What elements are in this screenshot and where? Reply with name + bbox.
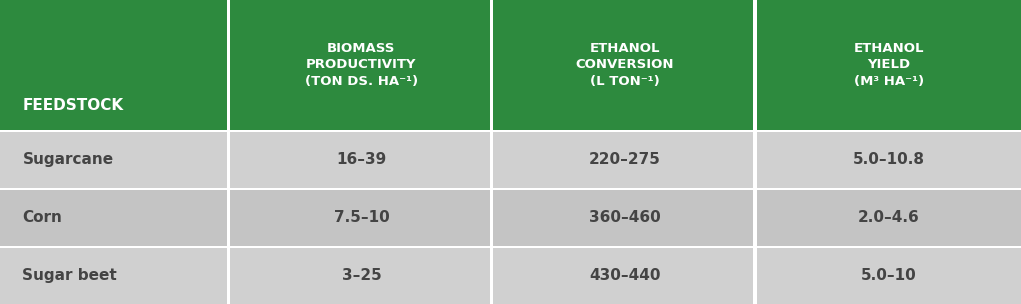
Bar [227,190,230,246]
Text: 220–275: 220–275 [589,153,661,168]
Bar [753,190,757,246]
Bar [0,246,1021,248]
Text: Corn: Corn [22,210,62,226]
Bar [493,190,757,246]
Text: 5.0–10.8: 5.0–10.8 [853,153,925,168]
Bar [0,190,230,246]
Bar [753,132,757,188]
Text: ETHANOL
YIELD
(M³ HA⁻¹): ETHANOL YIELD (M³ HA⁻¹) [854,42,924,88]
Text: 360–460: 360–460 [589,210,661,226]
Bar [493,248,757,304]
Text: 3–25: 3–25 [342,268,381,284]
Bar [757,190,1021,246]
Bar [0,188,1021,190]
Bar [227,132,230,188]
Bar [753,0,757,304]
Text: 16–39: 16–39 [336,153,387,168]
Bar [757,248,1021,304]
Bar [230,248,493,304]
Bar [490,190,493,246]
Bar [0,248,230,304]
Text: FEEDSTOCK: FEEDSTOCK [22,98,124,113]
Bar [757,132,1021,188]
Bar [490,0,493,304]
Bar [753,248,757,304]
Bar [0,132,230,188]
Bar [230,190,493,246]
Bar [230,132,493,188]
Text: 7.5–10: 7.5–10 [334,210,389,226]
Text: ETHANOL
CONVERSION
(L TON⁻¹): ETHANOL CONVERSION (L TON⁻¹) [576,42,674,88]
Text: Sugarcane: Sugarcane [22,153,113,168]
Bar [490,248,493,304]
Bar [493,0,757,130]
Bar [230,0,493,130]
Bar [490,132,493,188]
Bar [757,0,1021,130]
Text: 5.0–10: 5.0–10 [861,268,917,284]
Bar [227,248,230,304]
Text: 430–440: 430–440 [589,268,661,284]
Bar [0,0,230,130]
Bar [493,132,757,188]
Text: BIOMASS
PRODUCTIVITY
(TON DS. HA⁻¹): BIOMASS PRODUCTIVITY (TON DS. HA⁻¹) [305,42,418,88]
Bar [227,0,230,304]
Text: 2.0–4.6: 2.0–4.6 [858,210,920,226]
Text: Sugar beet: Sugar beet [22,268,117,284]
Bar [0,130,1021,132]
